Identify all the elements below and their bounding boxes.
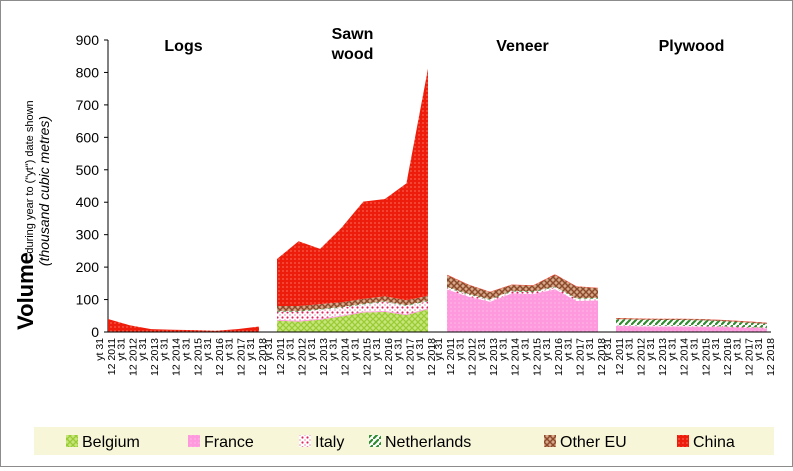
legend: Belgium France Italy Netherlands Other EU Chi… xyxy=(34,427,774,455)
x-tick-label: yt 3112 2011 xyxy=(94,338,118,375)
legend-swatch xyxy=(188,435,200,447)
panel-title-plywood: Plywood xyxy=(659,38,725,55)
x-tick-label: yt 3112 2012 xyxy=(116,338,140,376)
legend-label: Netherlands xyxy=(385,434,471,451)
x-tick-label: yt 3112 2017 xyxy=(392,338,416,376)
x-tick-label: yt 3112 2016 xyxy=(371,338,395,376)
legend-label: Belgium xyxy=(82,434,140,451)
y-tick-label: 300 xyxy=(76,227,100,243)
y-axis-title: Volume during year to ("yt") date shown … xyxy=(13,100,52,330)
panel-plywood xyxy=(616,318,767,332)
x-tick-label: yt 3112 2014 xyxy=(328,338,352,376)
x-tick-label: yt 3112 2012 xyxy=(285,338,309,376)
legend-label: Other EU xyxy=(560,434,627,451)
x-tick-label: yt 3112 2012 xyxy=(455,338,479,376)
legend-swatch xyxy=(369,435,381,447)
x-tick-label: yt 3112 2015 xyxy=(349,338,373,376)
y-axis-label-unit: (thousand cubic metres) xyxy=(36,116,52,266)
x-tick-label: yt 3112 2013 xyxy=(306,338,330,376)
legend-label: France xyxy=(204,434,254,451)
area-logs-china xyxy=(108,319,259,332)
x-tick-label: yt 3112 2013 xyxy=(645,338,669,376)
x-tick-label: yt 3112 2013 xyxy=(137,338,161,376)
y-tick-label: 200 xyxy=(76,259,100,275)
panel-logs xyxy=(108,319,259,332)
x-tick-label: yt 3112 2015 xyxy=(180,338,204,376)
panel-sawn-wood xyxy=(277,69,428,332)
y-tick-label: 100 xyxy=(76,292,100,308)
legend-swatch xyxy=(677,435,689,447)
panel-title-logs: Logs xyxy=(164,38,202,55)
y-axis-label-small: during year to ("yt") date shown xyxy=(24,100,36,253)
x-tick-label: yt 3112 2016 xyxy=(202,338,226,376)
x-tick-label: yt 3112 2017 xyxy=(731,338,755,376)
x-tick-label: yt 3112 2014 xyxy=(498,338,522,376)
x-tick-label: yt 3112 2015 xyxy=(688,338,712,376)
x-tick-label: yt 3112 2014 xyxy=(667,338,691,376)
x-tick-label: yt 3112 2014 xyxy=(159,338,183,376)
legend-label: China xyxy=(693,434,735,451)
plot-areas xyxy=(108,69,767,332)
legend-swatch xyxy=(299,435,311,447)
x-tick-label: yt 3112 2013 xyxy=(476,338,500,376)
x-tick-label: yt 3112 2016 xyxy=(710,338,734,376)
x-tick-label: yt 3112 2017 xyxy=(562,338,586,376)
y-axis: 0 100 200 300 400 500 600 700 800 900 xyxy=(76,32,108,340)
x-tick-label: yt 3112 2012 xyxy=(624,338,648,376)
area-sawn-wood-china xyxy=(277,69,428,306)
y-tick-label: 400 xyxy=(76,194,100,210)
legend-item-netherlands: Netherlands xyxy=(369,434,471,451)
x-tick-label: yt 3112 2018 xyxy=(753,338,777,376)
y-tick-label: 0 xyxy=(91,324,99,340)
x-tick-label: yt 3112 2015 xyxy=(519,338,543,376)
legend-swatch xyxy=(66,435,78,447)
legend-swatch xyxy=(544,435,556,447)
x-tick-label: yt 3112 2017 xyxy=(223,338,247,376)
panel-title-veneer: Veneer xyxy=(496,38,548,55)
y-tick-label: 700 xyxy=(76,97,100,113)
panel-veneer xyxy=(447,274,598,332)
y-tick-label: 900 xyxy=(76,32,100,48)
y-tick-label: 600 xyxy=(76,129,100,145)
y-tick-label: 800 xyxy=(76,64,100,80)
x-tick-label: yt 3112 2016 xyxy=(541,338,565,376)
y-axis-label-main: Volume xyxy=(13,252,38,330)
y-tick-label: 500 xyxy=(76,162,100,178)
legend-label: Italy xyxy=(315,434,344,451)
